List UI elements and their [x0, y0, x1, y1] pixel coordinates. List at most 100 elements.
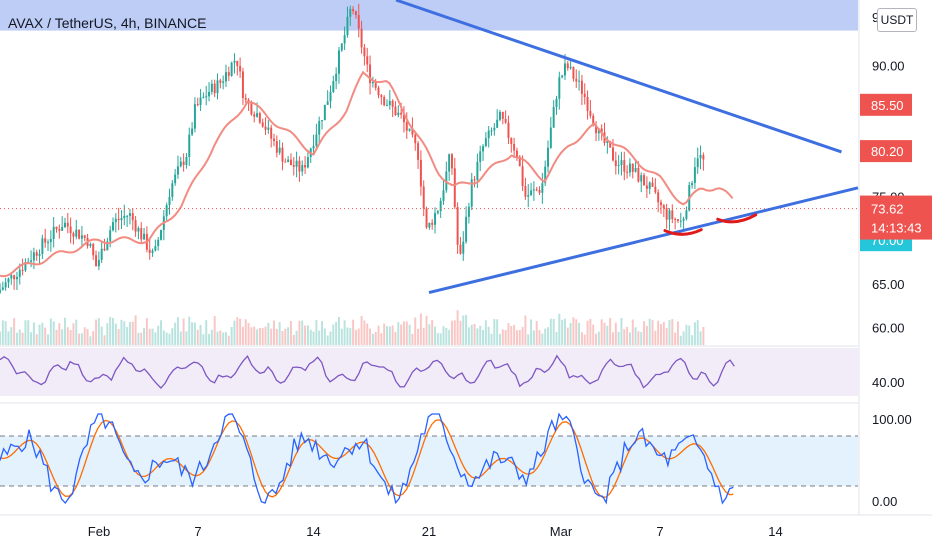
volume-bar	[651, 320, 654, 345]
candle	[97, 259, 100, 267]
candle	[606, 141, 609, 143]
candle	[388, 100, 391, 106]
candle	[69, 226, 72, 234]
candle	[640, 175, 643, 182]
volume-bar	[128, 321, 131, 345]
volume-bar	[408, 324, 411, 345]
trendline	[395, 0, 842, 154]
candle	[561, 75, 564, 78]
candle	[160, 230, 163, 240]
candle	[95, 255, 98, 267]
candle	[544, 166, 547, 184]
volume-bar	[476, 328, 479, 345]
volume-bar	[193, 322, 196, 345]
candle	[682, 218, 685, 221]
candle	[323, 104, 326, 121]
volume-bar	[597, 331, 600, 345]
candle	[295, 160, 298, 167]
candle	[335, 73, 338, 82]
volume-bar	[227, 335, 230, 345]
volume-bar	[287, 327, 290, 345]
candle	[510, 137, 513, 144]
volume-bar	[343, 320, 346, 345]
volume-bar	[414, 317, 417, 345]
candle	[120, 218, 123, 221]
volume-bar	[15, 332, 18, 345]
candle	[103, 248, 106, 251]
volume-bar	[470, 324, 473, 345]
volume-bar	[349, 328, 352, 345]
volume-bar	[357, 328, 360, 345]
volume-bar	[405, 321, 408, 345]
candle	[566, 63, 569, 69]
candle	[78, 229, 81, 239]
volume-bar	[123, 321, 126, 345]
candle	[143, 233, 146, 240]
volume-bar	[151, 328, 154, 345]
volume-bar	[490, 333, 493, 345]
volume-bar	[261, 328, 264, 345]
volume-bar	[623, 329, 626, 345]
candle	[482, 146, 485, 152]
candle	[106, 241, 109, 251]
candle	[513, 143, 516, 151]
volume-bar	[196, 329, 199, 345]
candle	[493, 127, 496, 131]
volume-bar	[165, 332, 168, 345]
candle	[343, 35, 346, 44]
candle	[0, 289, 1, 293]
volume-bar	[637, 331, 640, 345]
candle	[24, 262, 27, 271]
volume-bar	[674, 332, 677, 345]
candle	[236, 60, 239, 66]
candle	[109, 230, 112, 242]
volume-bar	[456, 310, 459, 345]
candle	[609, 141, 612, 148]
volume-bar	[270, 328, 273, 345]
candle	[394, 106, 397, 116]
candle	[487, 130, 490, 139]
candle	[112, 222, 114, 231]
volume-bar	[586, 320, 589, 345]
candle	[408, 128, 411, 131]
volume-bar	[617, 331, 620, 345]
candle	[72, 233, 75, 237]
candle	[193, 104, 196, 129]
candle	[592, 115, 595, 125]
candle	[47, 242, 50, 244]
volume-bar	[326, 335, 329, 345]
volume-bar	[555, 332, 558, 345]
candle	[315, 134, 318, 146]
volume-bar	[566, 327, 569, 345]
candle	[377, 87, 380, 96]
candle	[448, 154, 451, 172]
volume-bar	[360, 315, 363, 345]
volume-bar	[318, 330, 321, 345]
volume-bar	[304, 325, 307, 345]
volume-bar	[549, 318, 552, 345]
candle	[287, 159, 290, 163]
candle	[691, 183, 694, 186]
candle	[696, 158, 699, 168]
volume-bar	[1, 320, 4, 345]
candle	[648, 182, 651, 189]
candle	[535, 189, 538, 191]
volume-bar	[58, 323, 61, 345]
volume-bar	[52, 321, 55, 345]
candle	[253, 114, 256, 117]
candle	[157, 239, 160, 247]
candle	[405, 122, 408, 131]
volume-bar	[397, 321, 400, 345]
candle	[467, 206, 470, 217]
volume-bar	[176, 317, 179, 345]
volume-bar	[417, 328, 420, 345]
candle	[515, 150, 518, 157]
volume-bar	[49, 318, 52, 345]
volume-bar	[493, 319, 496, 345]
candle	[52, 226, 55, 239]
candle	[563, 63, 566, 76]
volume-bar	[346, 327, 349, 345]
volume-bar	[100, 326, 103, 345]
currency-button[interactable]: USDT	[877, 8, 917, 32]
